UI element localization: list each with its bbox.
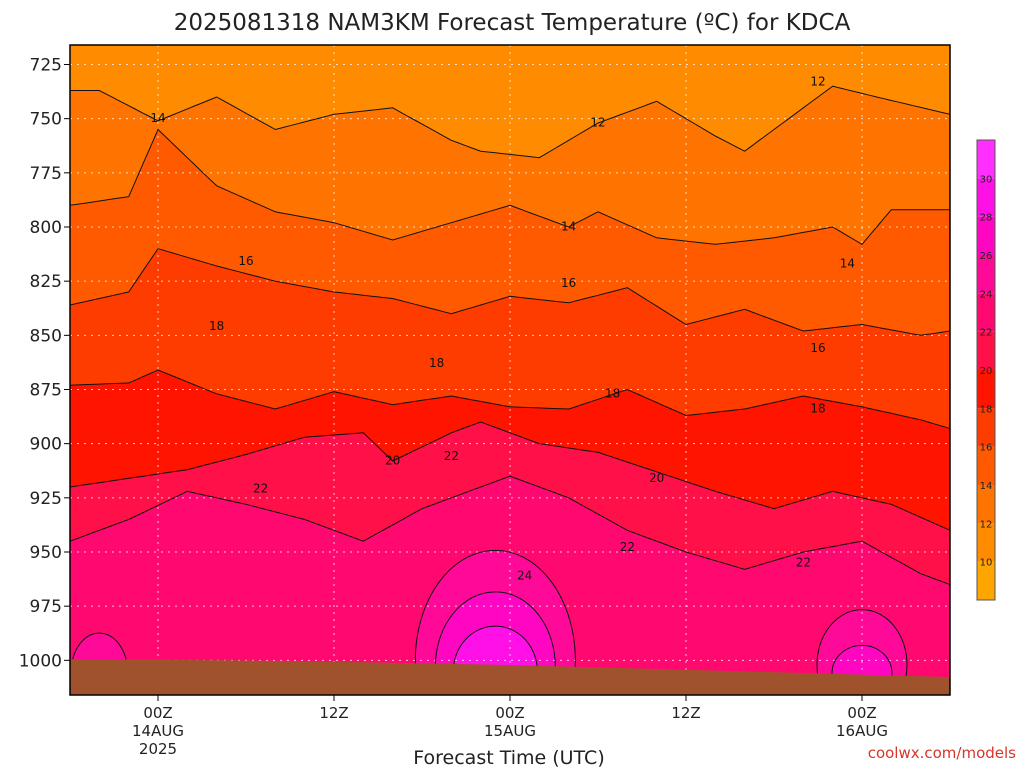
contour-label: 18 [605,386,620,400]
isotherm-14 [70,128,950,245]
isotherm-16 [70,248,950,336]
contour-label: 20 [385,454,400,468]
contour-label: 18 [810,402,825,416]
colorbar-tick-label: 24 [980,289,993,300]
y-tick-label: 925 [30,489,62,509]
colorbar-swatch [977,255,995,294]
contour-label: 22 [253,482,268,496]
isotherm-22 [70,475,950,585]
contour-label: 22 [444,449,459,463]
y-tick-label: 900 [30,435,62,455]
colorbar-swatch [977,485,995,524]
isotherm-core-6 [831,644,893,695]
colorbar-swatch [977,370,995,409]
y-tick-label: 950 [30,543,62,563]
contour-label: 24 [517,568,532,582]
plot-area: 12 12 14 14 14 16 16 16 18 18 18 18 20 20 22 22 22 22 24 [70,45,950,695]
contour-label: 16 [238,254,253,268]
contour-label: 14 [561,220,576,234]
chart-title: 2025081318 NAM3KM Forecast Temperature (… [174,10,851,36]
colorbar-swatch [977,331,995,370]
contour-label: 12 [590,116,605,130]
contour-labels: 12 12 14 14 14 16 16 16 18 18 18 18 20 20 22 22 22 22 24 [150,74,855,582]
colorbar-tick-label: 14 [980,481,993,492]
y-tick-label: 850 [30,326,62,346]
isotherm-18 [70,369,950,429]
colorbar-swatch [977,140,995,179]
y-tick-label: 825 [30,272,62,292]
x-tick-label: 16AUG [836,722,888,740]
contour-label: 18 [429,356,444,370]
colorbar-swatch [977,446,995,485]
contour-label: 18 [209,319,224,333]
colorbar-tick-label: 20 [980,366,993,377]
colorbar-tick-label: 26 [980,251,993,262]
contour-label: 16 [561,276,576,290]
x-tick-label: 12Z [671,704,700,722]
x-tick-label: 00Z [495,704,524,722]
x-tick-label: 15AUG [484,722,536,740]
contour-label: 22 [620,540,635,554]
colorbar-tick-label: 22 [980,328,993,339]
colorbar-tick-label: 30 [980,174,993,185]
y-axis: 725 750 775 800 825 850 875 900 925 950 975 1000 [19,56,70,671]
x-tick-label: 2025 [139,740,177,758]
x-tick-label: 12Z [319,704,348,722]
contour-label: 20 [649,471,664,485]
x-axis-label: Forecast Time (UTC) [413,747,604,768]
isotherm-12 [70,85,950,159]
y-tick-label: 875 [30,381,62,401]
colorbar-swatch [977,408,995,447]
colorbar-swatch [977,178,995,217]
y-tick-label: 725 [30,56,62,76]
isotherm-core-2 [414,549,576,695]
colorbar-tick-label: 10 [980,558,993,569]
y-tick-label: 750 [30,110,62,130]
colorbar-frame [976,139,996,601]
contour-label: 22 [796,555,811,569]
ground-surface [70,659,950,695]
isotherm-core-5 [816,609,908,695]
colorbar-swatch [977,561,995,600]
colorbar: 10 12 14 16 18 20 22 24 26 28 30 [976,139,996,601]
contour-label: 16 [810,341,825,355]
y-tick-label: 975 [30,597,62,617]
isotherm-20 [70,421,950,531]
y-tick-label: 800 [30,218,62,238]
colorbar-tick-label: 12 [980,519,993,530]
contour-label: 14 [150,111,165,125]
watermark[interactable]: coolwx.com/models [868,744,1016,762]
colorbar-tick-label: 18 [980,404,993,415]
colorbar-tick-label: 16 [980,443,993,454]
colorbar-swatch [977,523,995,562]
y-tick-label: 775 [30,164,62,184]
contour-label: 12 [810,74,825,88]
x-tick-label: 14AUG [132,722,184,740]
x-tick-label: 00Z [143,704,172,722]
colorbar-swatch [977,293,995,332]
y-tick-label: 1000 [19,651,62,671]
colorbar-tick-label: 28 [980,213,993,224]
x-tick-label: 00Z [847,704,876,722]
colorbar-swatch [977,216,995,255]
contour-label: 14 [840,256,855,270]
